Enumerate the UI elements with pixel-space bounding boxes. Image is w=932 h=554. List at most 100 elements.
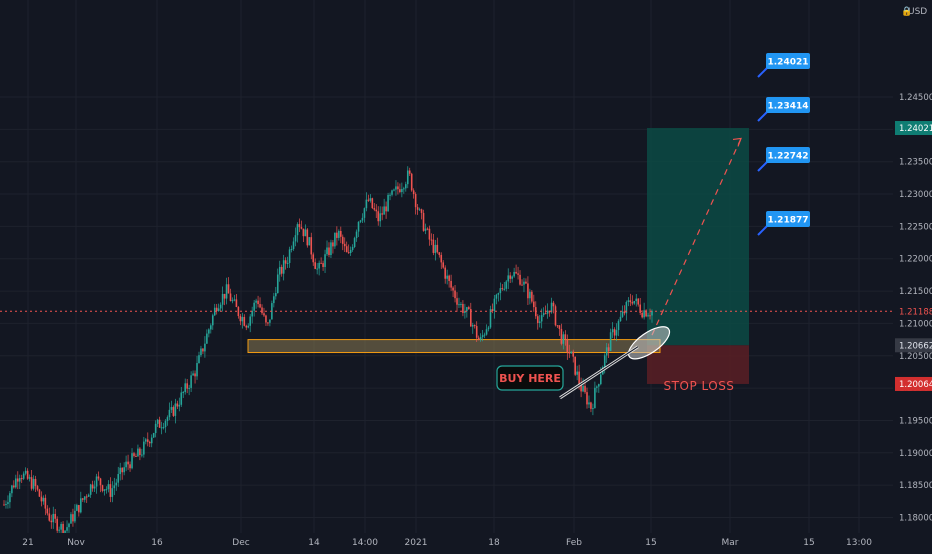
candle-body: [152, 433, 155, 438]
price-tick-label: 1.24500: [899, 93, 932, 103]
candle-body: [113, 485, 116, 489]
candle-body: [617, 321, 620, 331]
candle-body: [544, 313, 547, 315]
candle-body: [202, 348, 204, 352]
candle-body: [143, 441, 145, 455]
candle-body: [353, 238, 356, 247]
candle-body: [469, 309, 472, 327]
buy-callout-pointer-inner: [559, 346, 639, 399]
target-callout-pointer: [757, 160, 769, 172]
candle-body: [68, 523, 70, 528]
candle-body: [172, 407, 175, 416]
candle-body: [265, 315, 267, 323]
candle-body: [633, 301, 636, 304]
candle-body: [178, 404, 181, 407]
candle-body: [117, 474, 120, 483]
candle-body: [330, 242, 332, 256]
support-zone[interactable]: [247, 339, 661, 354]
candle-body: [420, 209, 423, 213]
candle-body: [387, 194, 389, 212]
candle-body: [428, 228, 431, 240]
candle-body: [48, 513, 51, 521]
candle-body: [586, 392, 588, 405]
candle-body: [66, 527, 68, 531]
candle-body: [450, 280, 452, 288]
candle-body: [184, 383, 187, 393]
price-tick-label: 1.19500: [899, 416, 932, 426]
candle-body: [273, 296, 275, 304]
candle-body: [46, 508, 49, 514]
candle-body: [475, 326, 478, 338]
candle-body: [22, 473, 25, 479]
candle-body: [176, 403, 179, 407]
candle-body: [499, 288, 502, 294]
candle-body: [227, 284, 230, 294]
candle-body: [83, 496, 86, 500]
candle-body: [334, 232, 336, 247]
candle-body: [81, 498, 84, 500]
take-profit-zone[interactable]: [647, 128, 749, 346]
candle-body: [623, 311, 626, 314]
candle-body: [107, 484, 110, 490]
candle-body: [584, 385, 586, 393]
candle-body: [135, 455, 137, 457]
price-tick-label: 1.18500: [899, 481, 932, 491]
target-callout-box[interactable]: [766, 97, 810, 113]
candle-body: [198, 355, 200, 364]
candle-body: [133, 453, 135, 456]
candle-body: [302, 228, 305, 237]
candle-body: [304, 229, 307, 237]
candle-body: [533, 301, 535, 308]
candle-body: [253, 302, 255, 311]
candle-body: [546, 310, 549, 314]
candle-body: [50, 520, 53, 523]
candle-body: [511, 276, 513, 279]
candle-body: [576, 371, 578, 375]
candle-body: [351, 246, 354, 250]
candle-body: [355, 231, 358, 239]
time-tick-label: 14:00: [352, 538, 378, 548]
candle-body: [609, 332, 612, 352]
candle-body: [464, 311, 466, 313]
candle-body: [141, 454, 143, 456]
target-callout-box[interactable]: [766, 211, 810, 227]
candle-body: [292, 241, 295, 249]
candle-body: [598, 384, 600, 387]
candle-body: [105, 489, 108, 491]
candle-body: [383, 206, 385, 215]
candle-body: [578, 371, 580, 384]
candle-body: [312, 254, 315, 263]
candle-body: [38, 489, 41, 497]
candle-body: [389, 194, 391, 196]
candle-body: [267, 322, 269, 324]
candle-body: [523, 281, 525, 285]
buy-marker-ellipse[interactable]: [624, 321, 675, 365]
time-tick-label: Mar: [722, 538, 739, 548]
candle-body: [233, 299, 236, 301]
time-axis[interactable]: 21 Nov 16 Dec 14 14:00 2021 18 Feb 15 Mar 15 13:00: [22, 538, 872, 548]
candle-body: [296, 224, 299, 236]
price-tick-label: 1.21500: [899, 287, 932, 297]
price-tick-label: 1.19000: [899, 449, 932, 459]
stop-loss-zone[interactable]: [647, 345, 749, 384]
candle-body: [503, 288, 506, 290]
target-callout-box[interactable]: [766, 147, 810, 163]
target-callout-box[interactable]: [766, 53, 810, 69]
candle-body: [87, 494, 90, 497]
candle-body: [101, 485, 104, 491]
price-axis-background: [893, 0, 932, 550]
candle-body: [554, 306, 557, 326]
candle-body: [365, 199, 368, 209]
buy-here-callout[interactable]: [496, 365, 564, 391]
candle-body: [621, 311, 624, 317]
candle-body: [80, 498, 82, 513]
candle-body: [164, 420, 167, 428]
time-tick-label: 16: [151, 538, 163, 548]
candle-body: [290, 248, 293, 250]
candle-body: [44, 497, 47, 509]
candle-body: [314, 262, 316, 269]
candle-body: [54, 513, 57, 519]
